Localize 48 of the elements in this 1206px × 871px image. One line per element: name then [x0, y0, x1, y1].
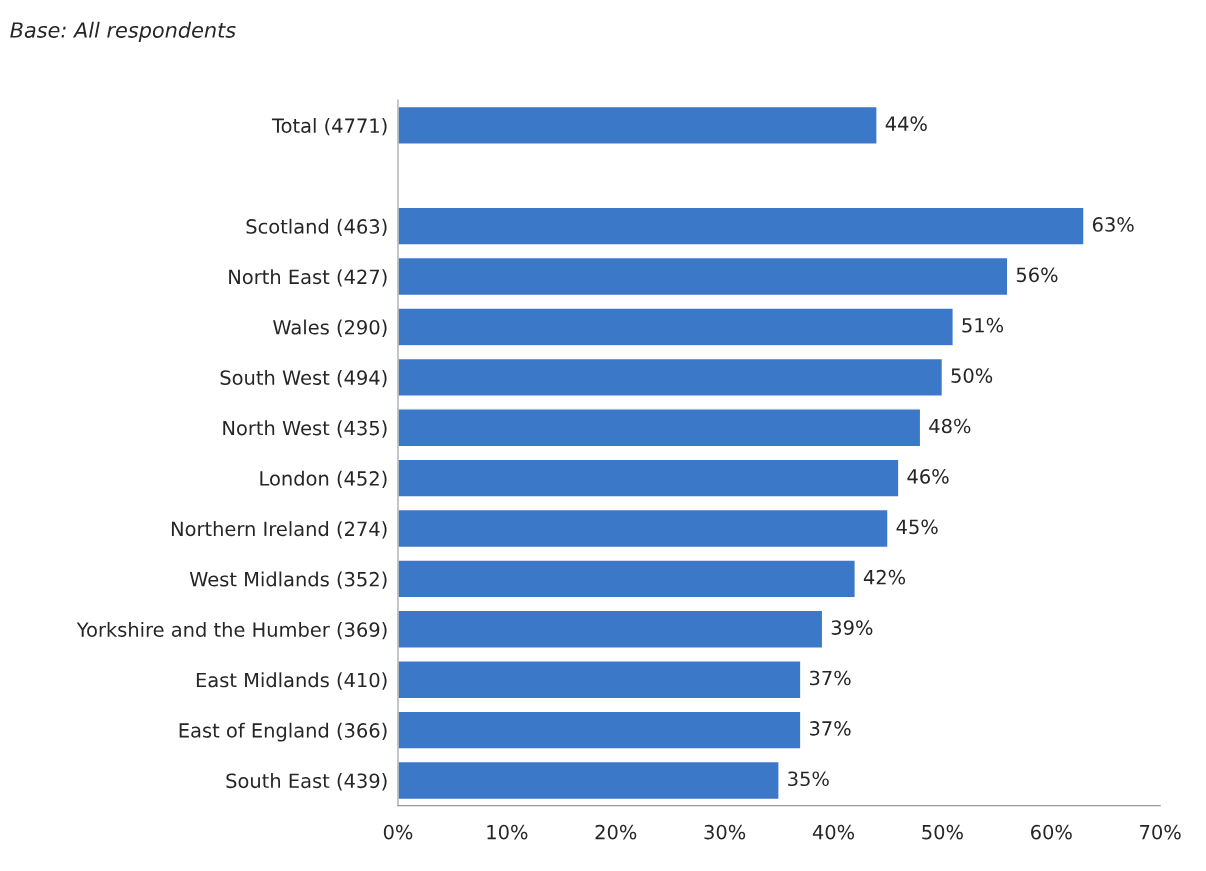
bar — [397, 609, 824, 649]
data-label: 44% — [885, 116, 927, 131]
y-tick-label: East Midlands (410) — [196, 672, 387, 690]
y-tick-label: North West (435) — [223, 420, 387, 438]
y-tick-label: East of England (366) — [179, 722, 387, 742]
bar — [397, 256, 1009, 297]
bar — [397, 105, 878, 145]
x-tick-label: 10% — [487, 824, 528, 840]
y-tick-label: Scotland (463) — [246, 218, 387, 237]
data-label: 48% — [929, 418, 971, 434]
y-tick-label: North East (427) — [229, 269, 387, 287]
data-label: 37% — [809, 721, 851, 736]
x-tick-label: 0% — [383, 824, 413, 840]
y-tick-label: West Midlands (352) — [189, 571, 387, 589]
y-tick-label: Wales (290) — [273, 319, 387, 337]
y-tick-label: South West (494) — [220, 369, 387, 388]
x-tick-label: 40% — [812, 824, 855, 840]
bar — [397, 710, 802, 750]
data-label: 37% — [809, 670, 851, 686]
y-tick-label: Yorkshire and the Humber (369) — [76, 621, 387, 640]
x-tick-label: 60% — [1031, 824, 1072, 840]
data-label: 46% — [907, 469, 949, 484]
y-tick-label: Total (4771) — [271, 117, 387, 136]
bar — [397, 357, 944, 397]
y-tick-label: South East (439) — [226, 773, 387, 791]
bar — [397, 559, 856, 599]
bar — [397, 408, 922, 448]
text: Base: All respondents — [10, 21, 236, 42]
bar — [397, 660, 802, 700]
bar — [397, 508, 889, 549]
x-tick-label: 20% — [595, 824, 637, 840]
y-tick-label: London (452) — [260, 470, 387, 489]
bar — [397, 458, 900, 498]
data-label: 63% — [1092, 217, 1134, 232]
data-label: 56% — [1016, 267, 1058, 283]
x-tick-label: 70% — [1140, 824, 1181, 840]
data-label: 42% — [863, 569, 906, 585]
data-label: 39% — [831, 620, 873, 635]
data-label: 35% — [788, 771, 829, 787]
x-tick-label: 30% — [704, 824, 746, 840]
bar — [397, 206, 1085, 246]
data-label: 45% — [896, 519, 938, 535]
y-tick-label: Northern Ireland (274) — [171, 521, 387, 539]
bar — [397, 307, 954, 347]
x-tick-label: 50% — [922, 824, 963, 840]
bar — [397, 760, 780, 801]
data-label: 50% — [951, 368, 993, 383]
data-label: 51% — [962, 317, 1004, 333]
